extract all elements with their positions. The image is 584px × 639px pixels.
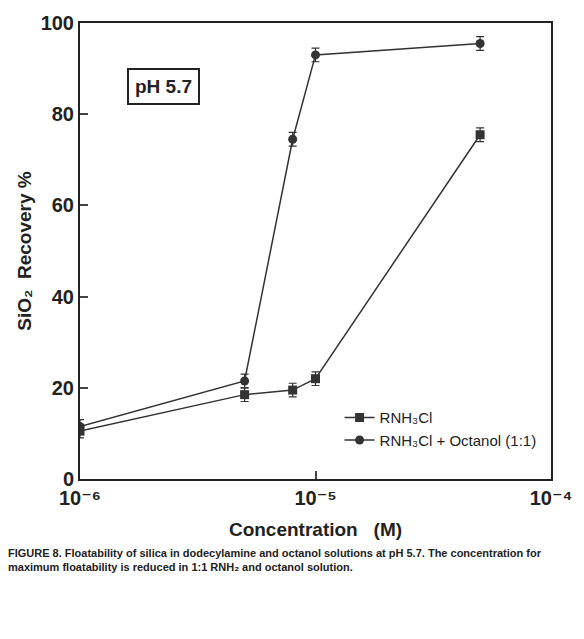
svg-text:0: 0	[63, 468, 74, 490]
svg-text:RNH₃Cl: RNH₃Cl	[380, 409, 433, 426]
svg-text:60: 60	[52, 194, 74, 216]
html-text:FIGURE 8. Floatability of sili: FIGURE 8. Floatability of silica in dode…	[8, 547, 541, 574]
svg-text:80: 80	[52, 103, 74, 125]
svg-text:RNH₃Cl + Octanol (1:1): RNH₃Cl + Octanol (1:1)	[380, 432, 537, 449]
svg-text:10⁻⁶: 10⁻⁶	[59, 487, 101, 509]
svg-text:100: 100	[41, 12, 74, 34]
svg-text:pH 5.7: pH 5.7	[135, 76, 192, 97]
svg-text:10⁻⁴: 10⁻⁴	[530, 487, 573, 509]
svg-text:40: 40	[52, 286, 74, 308]
svg-text:20: 20	[52, 377, 74, 399]
svg-text:Concentration (M): Concentration (M)	[229, 519, 402, 540]
svg-text:10⁻⁵: 10⁻⁵	[294, 487, 336, 509]
svg-text:SiO₂ Recovery %: SiO₂ Recovery %	[14, 171, 35, 331]
